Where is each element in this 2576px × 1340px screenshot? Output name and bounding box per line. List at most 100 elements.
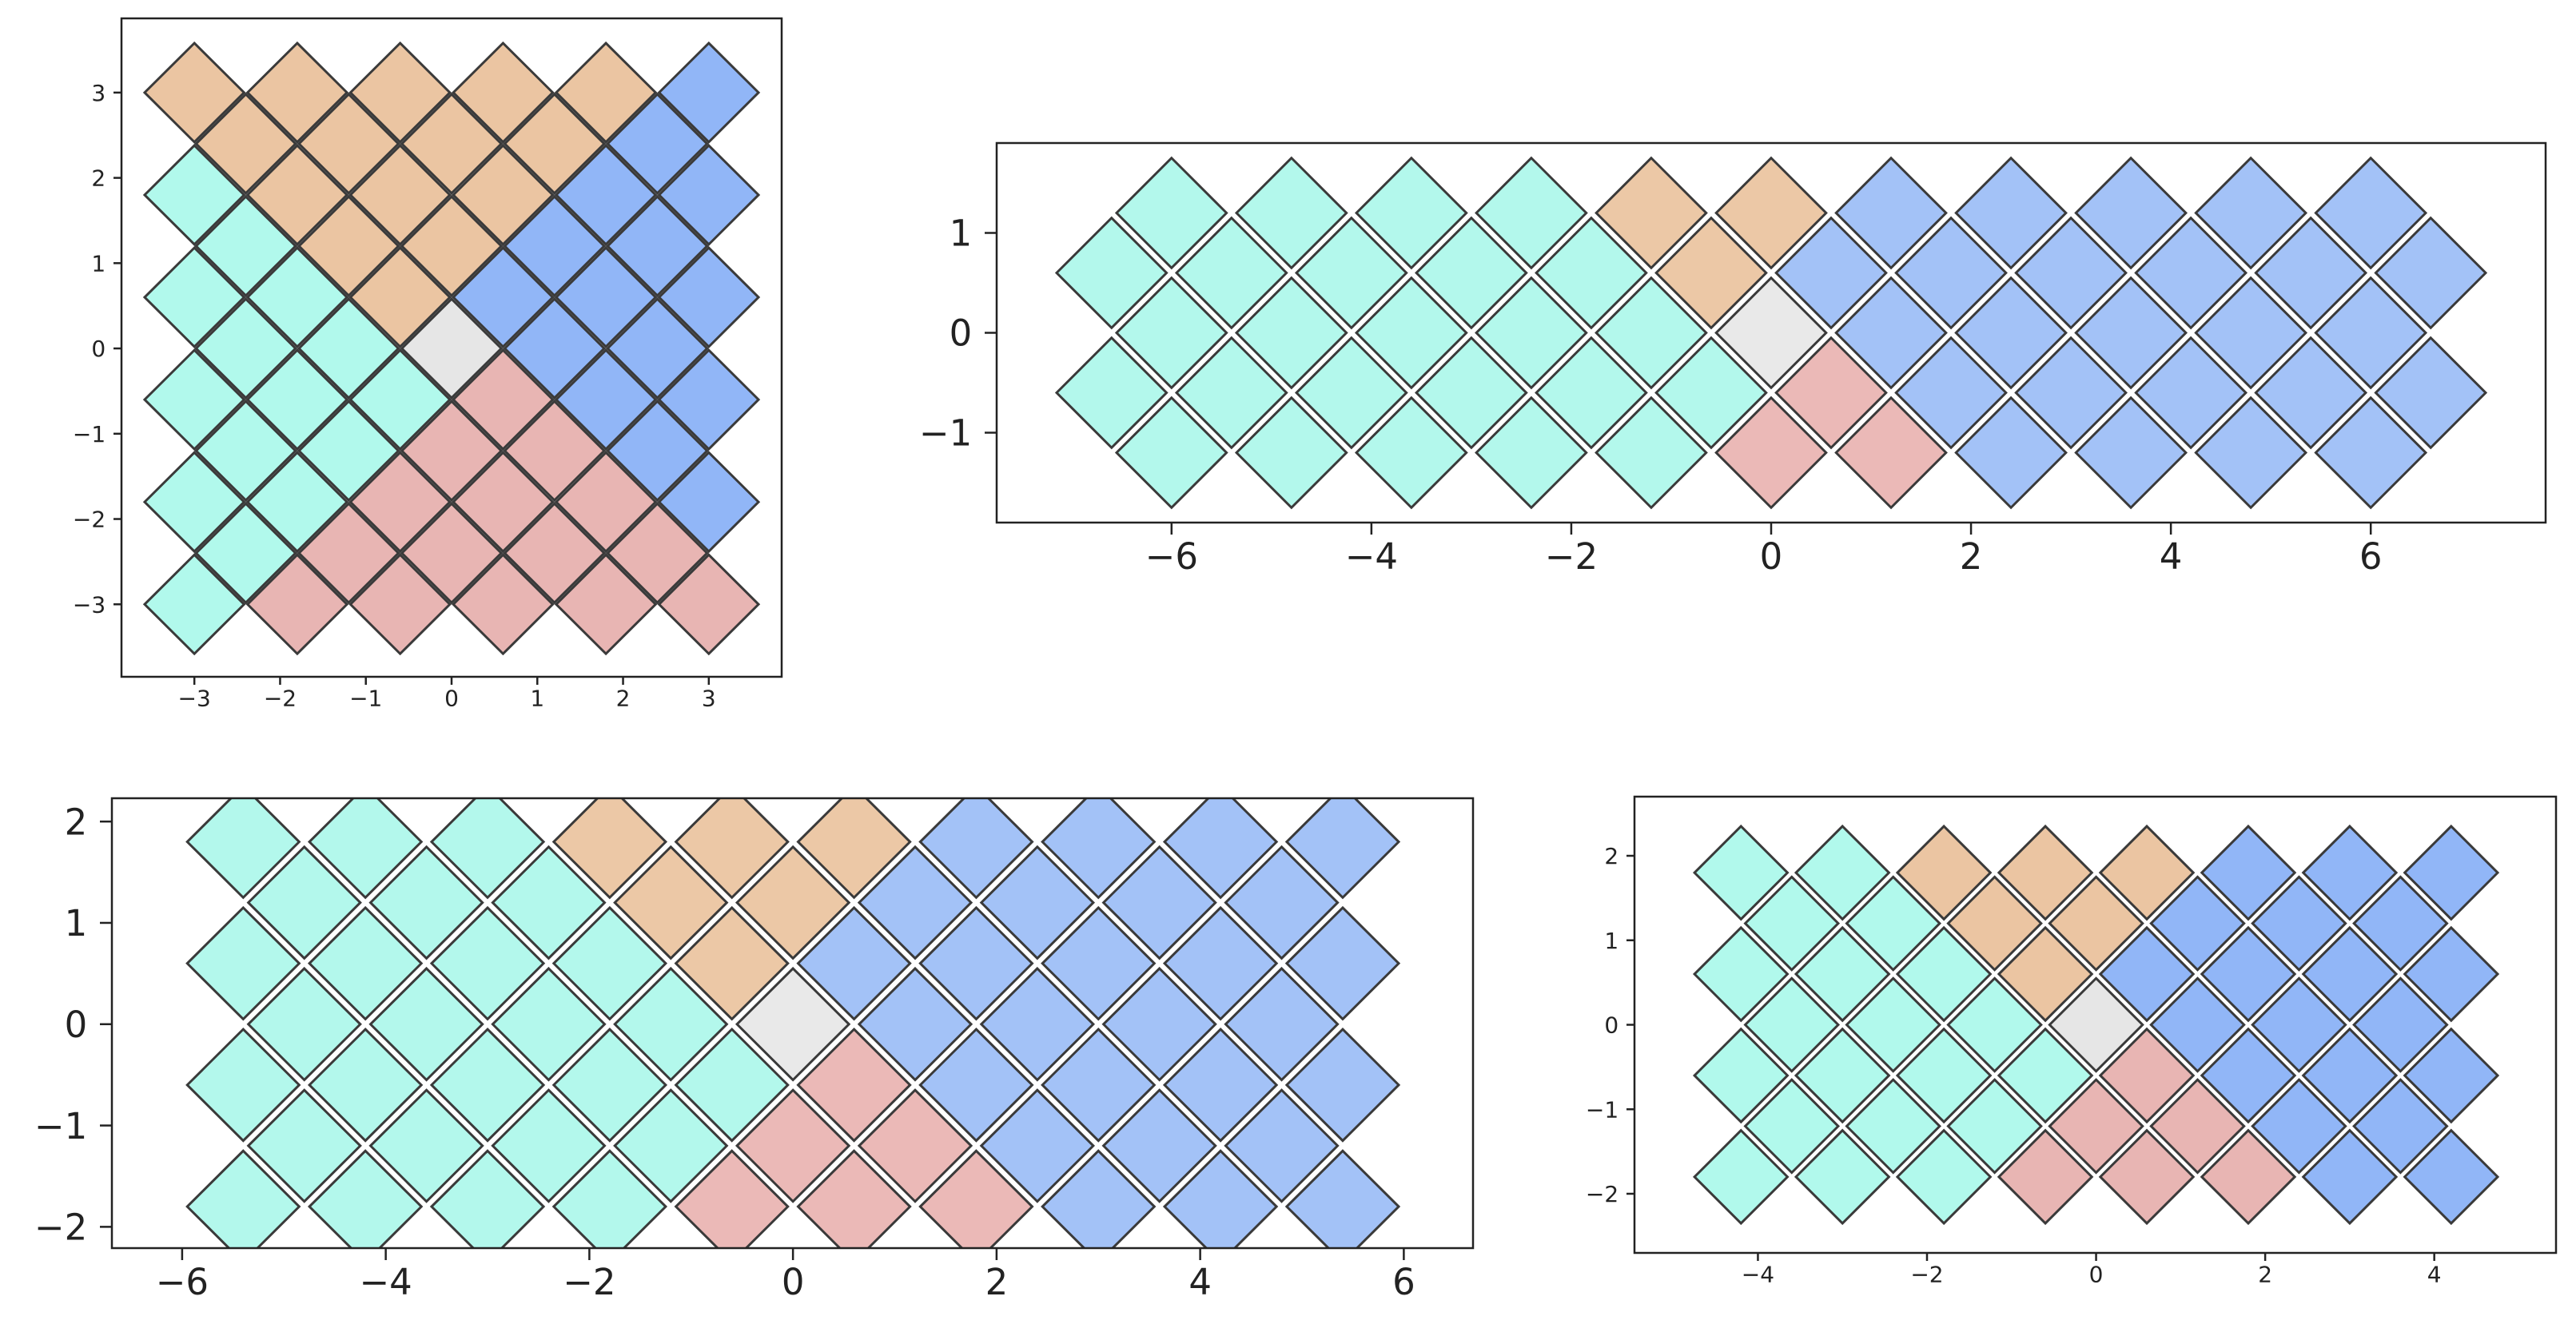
diamond-marker (1714, 276, 1828, 390)
diamond-marker (1354, 276, 1468, 390)
diamond-marker (1834, 396, 1948, 510)
diamond-marker (368, 845, 484, 960)
diamond-marker (2301, 1027, 2399, 1124)
x-tick-label: 0 (2089, 1262, 2104, 1288)
diamond-marker (2098, 824, 2196, 921)
diamond-marker (1535, 336, 1648, 450)
diamond-marker (2251, 976, 2347, 1073)
diamond-marker (429, 1027, 546, 1143)
diamond-marker (2314, 276, 2428, 390)
diamond-marker (674, 798, 790, 900)
diamond-marker (1294, 216, 1408, 330)
x-tick-label: 2 (2258, 1262, 2272, 1288)
diamond-marker (2134, 216, 2248, 330)
diamond-marker (1174, 216, 1288, 330)
diamond-marker (2200, 925, 2297, 1023)
diamond-marker (503, 92, 607, 195)
diamond-marker (1997, 1027, 2094, 1124)
diamond-marker (142, 143, 246, 246)
diamond-marker (2301, 824, 2399, 921)
x-tick-label: −3 (178, 686, 211, 712)
diamond-marker (1041, 1149, 1157, 1248)
diamond-marker (1415, 336, 1528, 450)
diamond-marker (185, 1027, 301, 1143)
y-tick-label: 2 (65, 801, 88, 843)
diamond-marker (1114, 156, 1228, 270)
y-tick-label: 2 (91, 165, 106, 192)
diamond-marker (2134, 336, 2248, 450)
diamond-marker (1794, 1128, 1891, 1226)
diamond-marker (2098, 1128, 2196, 1226)
diamond-marker (452, 553, 555, 656)
diamond-marker (1595, 396, 1708, 510)
diamond-marker (2403, 925, 2500, 1023)
diamond-marker (2074, 156, 2188, 270)
subplot: −3 −2 −1 0 1 2 3 −3 −2 −1 0 1 2 3 (73, 17, 783, 712)
y-tick-label: −1 (1586, 1096, 1618, 1123)
diamond-marker (1114, 276, 1228, 390)
diamond-marker (400, 502, 504, 605)
subplot: −4 −2 0 2 4 −2 −1 0 1 2 (1586, 795, 2558, 1288)
diamond-marker (1895, 925, 1993, 1023)
diamond-marker (1224, 1088, 1340, 1203)
diamond-marker (1101, 845, 1217, 960)
diamond-marker (1954, 396, 2068, 510)
diamond-marker (2403, 1027, 2500, 1124)
diamond-marker (297, 92, 400, 195)
diamond-marker (979, 1088, 1096, 1203)
diamond-marker (1743, 1078, 1841, 1175)
diamond-marker (348, 143, 452, 246)
diamond-marker (554, 246, 658, 349)
diamond-marker (194, 194, 297, 298)
subplot: −6 −4 −2 0 2 4 6 −2 −1 0 1 2 (34, 797, 1475, 1303)
y-tick-label: −1 (73, 421, 106, 447)
diamond-marker (857, 966, 973, 1082)
diamond-marker (429, 905, 546, 1021)
diamond-marker (1354, 396, 1468, 510)
diamond-marker (1041, 1027, 1157, 1143)
y-tick-label: 0 (91, 336, 106, 362)
diamond-marker (297, 297, 400, 400)
x-tick-label: 0 (782, 1261, 805, 1303)
diamond-marker (1692, 1128, 1790, 1226)
x-tick-label: 4 (1188, 1261, 1212, 1303)
diamond-marker (2074, 396, 2188, 510)
diamond-marker (606, 502, 709, 605)
diamond-marker (503, 297, 607, 400)
diamond-marker (1224, 845, 1340, 960)
x-tick-label: −4 (359, 1261, 412, 1303)
diamond-marker (613, 845, 729, 960)
x-tick-label: −6 (1145, 535, 1198, 578)
diamond-marker (2194, 396, 2308, 510)
diamond-marker (1894, 216, 2008, 330)
diamond-marker (606, 400, 709, 503)
diamond-marker (551, 905, 668, 1021)
diamond-marker (1743, 976, 1841, 1073)
diamond-marker (297, 502, 400, 605)
diamond-marker (1692, 824, 1790, 921)
diamond-marker (348, 246, 452, 349)
x-tick-label: −2 (1910, 1262, 1943, 1288)
diamond-marker (348, 553, 452, 656)
diamond-marker (1954, 156, 2068, 270)
diamond-marker (194, 297, 297, 400)
diamond-marker (142, 348, 246, 451)
y-tick-label: −2 (73, 507, 106, 533)
diamond-marker (1234, 396, 1348, 510)
diamond-marker (554, 348, 658, 451)
diamond-marker (918, 1149, 1034, 1248)
diamond-marker (1234, 276, 1348, 390)
diamond-marker (1595, 156, 1708, 270)
diamond-marker (1895, 1128, 1993, 1226)
diamond-marker (2374, 216, 2488, 330)
diamond-marker (551, 1027, 668, 1143)
diamond-marker (1794, 824, 1891, 921)
diamond-marker (554, 553, 658, 656)
diamond-marker (1162, 1149, 1279, 1248)
diamond-marker (194, 502, 297, 605)
x-tick-label: −4 (1345, 535, 1398, 578)
diamond-marker (613, 966, 729, 1082)
x-tick-label: 2 (616, 686, 631, 712)
diamond-marker (1997, 1128, 2094, 1226)
diamond-marker (348, 451, 452, 554)
